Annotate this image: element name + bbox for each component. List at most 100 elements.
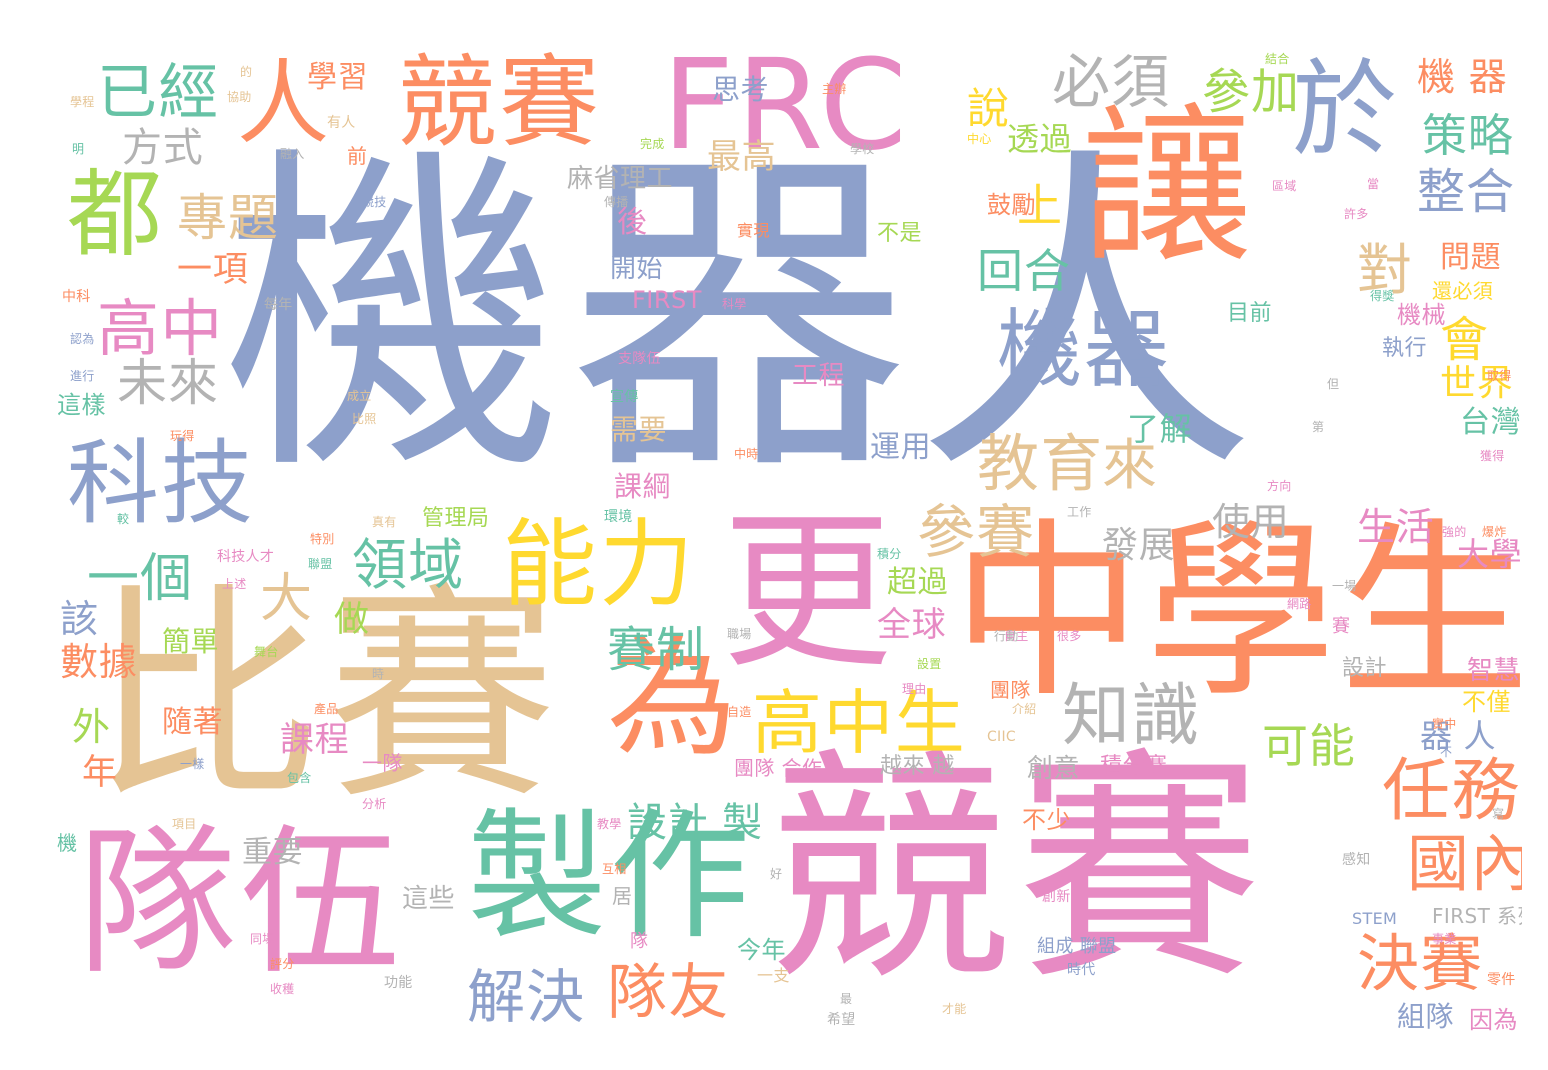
word: 得獎 <box>1370 289 1395 303</box>
word: 中心 <box>967 132 992 146</box>
word: 不是 <box>877 221 922 246</box>
word: 製作 <box>467 796 753 959</box>
word: 真有 <box>372 515 397 529</box>
word: 協助 <box>227 90 252 104</box>
word: 策略 <box>1422 109 1514 162</box>
word: 競技 <box>362 195 387 209</box>
word: 互相 <box>602 862 627 876</box>
word: 結合 <box>1265 52 1290 66</box>
word: 該 <box>60 597 99 641</box>
word: 最 <box>840 992 853 1006</box>
word: 為 <box>607 622 740 774</box>
word: 設計 <box>1342 656 1387 681</box>
word: 隊伍 <box>77 809 404 996</box>
word: 上 <box>1017 179 1063 232</box>
word: 環境 <box>604 509 633 525</box>
word: 鼓勵 <box>987 191 1036 219</box>
word: 大學 <box>1457 535 1522 573</box>
word: 解決 <box>467 963 586 1031</box>
word: 工作 <box>1067 505 1092 519</box>
word: 玩得 <box>170 429 195 443</box>
word: 很多 <box>1057 629 1082 643</box>
word-cloud: 機器人 中學生 比賽 競賽 隊伍 讓 人 競賽 FRC 更 製作 為 能力 科技… <box>22 18 1522 1033</box>
word: 創新 <box>1042 889 1071 905</box>
word: STEM <box>1352 909 1398 928</box>
word: 開始 <box>610 254 664 284</box>
word: 一樣 <box>180 757 205 771</box>
word: 了解 <box>1127 410 1193 448</box>
word: 能力 <box>502 510 696 620</box>
word: 年 <box>82 753 118 793</box>
word: 國內 <box>1407 827 1522 900</box>
word: 管理局 <box>422 506 490 531</box>
word: 高中生 <box>752 682 967 764</box>
word: 前 <box>347 144 368 168</box>
word: 發展 <box>1102 525 1176 566</box>
word: 需要 <box>610 413 668 446</box>
word: 收穫 <box>270 982 295 996</box>
word: 舞台 <box>254 645 279 659</box>
word: 完成 <box>640 137 665 151</box>
word: 機器人 <box>222 120 1263 516</box>
word: 更 <box>722 494 896 692</box>
word: 一支 <box>757 966 790 985</box>
word: 許多 <box>1344 207 1369 221</box>
word: 大 <box>260 569 314 629</box>
word: 宣傳 <box>610 389 639 405</box>
word: FRC <box>662 33 910 178</box>
word: 最高 <box>707 137 777 177</box>
word: 上述 <box>222 577 247 591</box>
word: 時代 <box>1067 962 1096 978</box>
word: 機械 <box>1397 301 1446 329</box>
word: 使用 <box>1212 500 1290 544</box>
word: 中科 <box>62 289 91 305</box>
word: 科學 <box>722 297 747 311</box>
word: 介紹 <box>1012 702 1037 716</box>
word: 競賽 <box>767 728 1267 1013</box>
word: 創意 <box>1027 754 1081 784</box>
word: 科技人才 <box>217 549 275 565</box>
word: 人 <box>237 50 331 157</box>
word: 可能 <box>1262 719 1356 773</box>
word: 行動 <box>994 629 1019 643</box>
word: 積分賽 <box>1100 754 1168 779</box>
word: 課程 <box>280 720 350 760</box>
word: 還必須 <box>1432 279 1494 303</box>
word: 智慧 <box>1467 656 1521 686</box>
word: 器 人 <box>1420 717 1497 755</box>
word: 已經 <box>97 58 220 128</box>
word: 競賽 <box>397 44 601 161</box>
word: 機 器 <box>1417 55 1508 99</box>
word: 讓 <box>1082 89 1256 287</box>
word: 都 <box>67 160 164 270</box>
word: 參加 <box>1202 64 1300 120</box>
word: 簡單 <box>162 625 220 658</box>
word: 比照 <box>352 412 377 426</box>
word: 包含 <box>287 771 312 785</box>
word: 賽 <box>1332 616 1351 637</box>
word: 生活 <box>1357 505 1435 549</box>
word: 不少 <box>1022 806 1071 834</box>
word: 第 <box>1312 420 1325 434</box>
word: 數據 <box>60 640 138 684</box>
word: 教育 <box>977 427 1104 500</box>
word: 知識 <box>1062 677 1201 756</box>
word: 組隊 <box>1397 1000 1455 1033</box>
word: 有人 <box>327 115 356 131</box>
word: 目前 <box>1227 301 1272 326</box>
word: 認為 <box>70 332 95 346</box>
word: 寫 <box>1492 807 1505 821</box>
word: 設置 <box>917 657 942 671</box>
word: 賽制 <box>607 622 705 678</box>
word: 機器 <box>997 301 1171 400</box>
word: 事業 <box>1432 932 1457 946</box>
word: 高中 <box>97 292 224 365</box>
word: 時 <box>372 667 385 681</box>
word: 今年 <box>737 936 786 964</box>
word: 特別 <box>310 532 335 546</box>
word: 回合 <box>977 244 1071 298</box>
word: 不 <box>1440 745 1453 759</box>
word: 學校 <box>850 142 875 156</box>
word: FIRST 系列 <box>1432 904 1522 928</box>
word: 整合 <box>1417 164 1515 220</box>
